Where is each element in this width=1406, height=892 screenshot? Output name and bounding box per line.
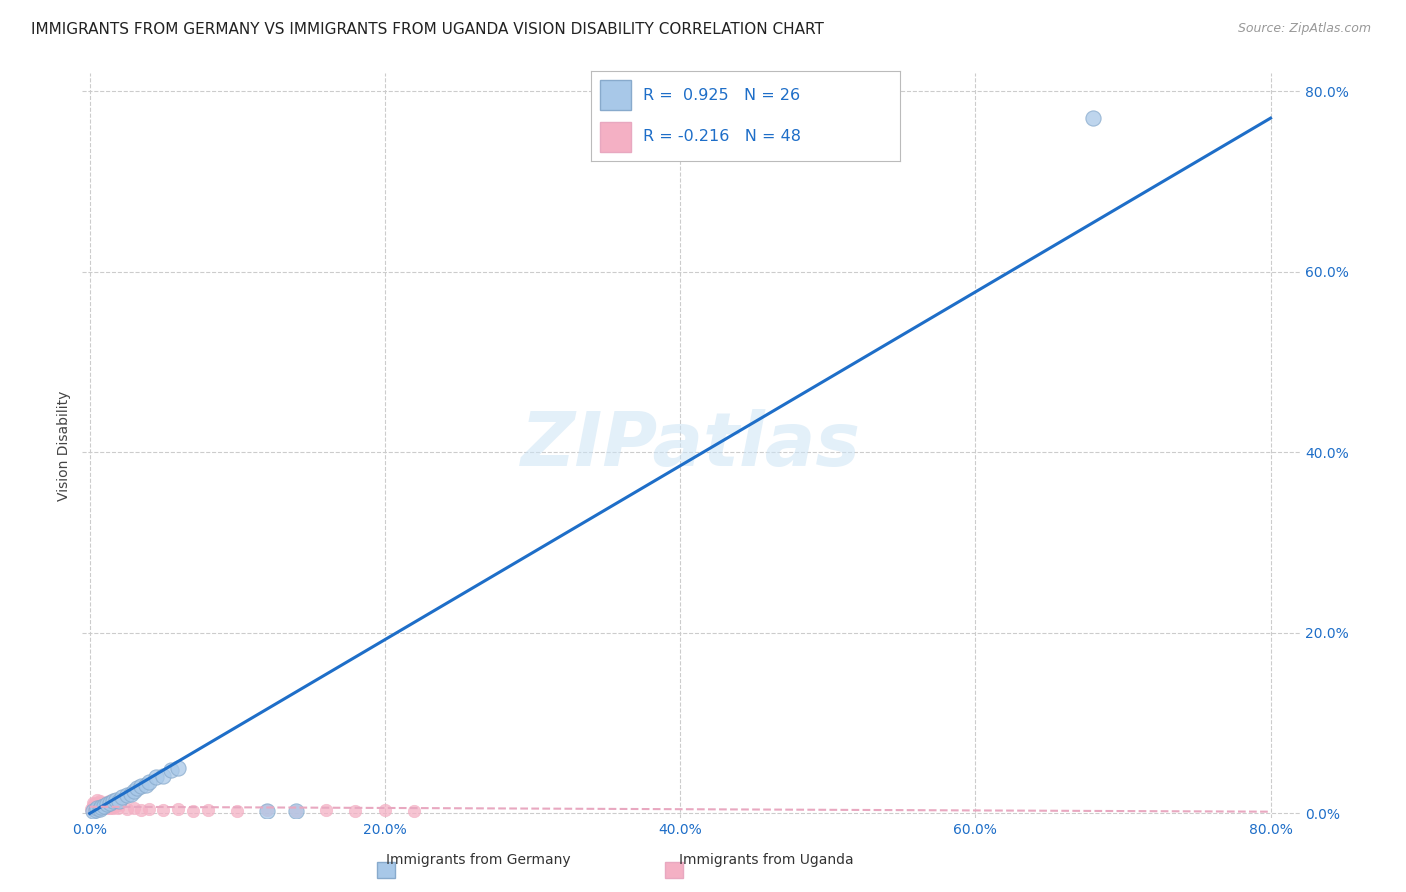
Text: R =  0.925   N = 26: R = 0.925 N = 26 xyxy=(643,88,800,103)
Point xyxy=(404,804,426,818)
Point xyxy=(181,804,204,818)
Point xyxy=(131,780,153,794)
Point xyxy=(93,799,115,814)
Point xyxy=(125,781,148,796)
Point xyxy=(344,804,367,818)
Point xyxy=(122,784,145,798)
Y-axis label: Vision Disability: Vision Disability xyxy=(58,391,72,500)
Point xyxy=(86,797,108,812)
Point xyxy=(107,801,129,815)
Point xyxy=(97,794,120,808)
Point xyxy=(167,761,190,775)
Point xyxy=(108,794,131,808)
Point xyxy=(108,797,131,812)
Point xyxy=(89,802,111,816)
Point xyxy=(93,797,115,812)
Point xyxy=(90,801,112,815)
Text: Immigrants from Uganda: Immigrants from Uganda xyxy=(679,853,853,867)
Text: Source: ZipAtlas.com: Source: ZipAtlas.com xyxy=(1237,22,1371,36)
Point xyxy=(86,801,108,815)
Point xyxy=(82,799,104,814)
Point xyxy=(98,797,121,812)
Point xyxy=(256,804,278,818)
Point xyxy=(1083,111,1105,125)
Point xyxy=(197,803,219,817)
Text: ZIPatlas: ZIPatlas xyxy=(522,409,862,482)
Point xyxy=(256,803,278,817)
Point xyxy=(226,804,249,818)
Point xyxy=(138,802,160,816)
Point xyxy=(115,802,138,816)
Point xyxy=(152,768,174,782)
Point xyxy=(285,804,308,818)
Point xyxy=(83,797,105,812)
Point xyxy=(105,793,128,807)
Point xyxy=(82,796,104,810)
Point xyxy=(90,797,112,812)
Point xyxy=(103,794,125,808)
Point xyxy=(94,796,117,810)
Point xyxy=(91,796,114,810)
Point xyxy=(167,802,190,816)
Point xyxy=(91,799,114,814)
Point xyxy=(285,804,308,818)
FancyBboxPatch shape xyxy=(600,80,631,110)
Point xyxy=(115,789,138,803)
Point xyxy=(138,775,160,789)
Text: IMMIGRANTS FROM GERMANY VS IMMIGRANTS FROM UGANDA VISION DISABILITY CORRELATION : IMMIGRANTS FROM GERMANY VS IMMIGRANTS FR… xyxy=(31,22,824,37)
Point xyxy=(90,800,112,814)
Point xyxy=(160,763,183,777)
Point xyxy=(105,799,128,814)
Point xyxy=(94,799,117,814)
Point xyxy=(122,801,145,815)
Point xyxy=(315,803,337,817)
Point xyxy=(89,794,111,808)
Point xyxy=(145,770,167,784)
Point xyxy=(98,796,121,810)
Point xyxy=(104,797,127,812)
Point xyxy=(84,799,107,814)
Text: R = -0.216   N = 48: R = -0.216 N = 48 xyxy=(643,129,801,144)
Point xyxy=(120,787,142,801)
Point xyxy=(87,796,110,810)
Point xyxy=(152,803,174,817)
Point xyxy=(374,803,396,817)
Point xyxy=(93,801,115,815)
Point xyxy=(131,803,153,817)
Point xyxy=(101,799,124,814)
Point xyxy=(111,790,134,805)
Point xyxy=(96,801,118,815)
Point xyxy=(83,801,105,815)
FancyBboxPatch shape xyxy=(600,122,631,152)
Point xyxy=(98,801,121,815)
Point xyxy=(84,803,107,817)
Point xyxy=(97,799,120,814)
Point xyxy=(87,801,110,815)
Point xyxy=(89,799,111,814)
Point xyxy=(135,778,157,792)
Point xyxy=(96,797,118,812)
Point xyxy=(82,804,104,818)
Point xyxy=(103,801,125,815)
Point xyxy=(96,797,118,812)
Text: Immigrants from Germany: Immigrants from Germany xyxy=(385,853,571,867)
Point xyxy=(84,803,107,817)
Point xyxy=(80,802,103,816)
Point xyxy=(86,793,108,807)
